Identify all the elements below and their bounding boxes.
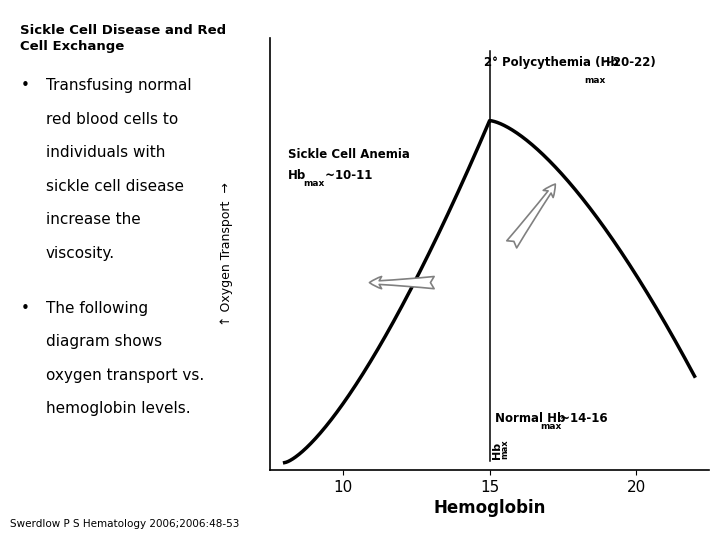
Text: viscosity.: viscosity. [46, 246, 115, 261]
Text: individuals with: individuals with [46, 145, 166, 160]
Text: diagram shows: diagram shows [46, 334, 162, 349]
Text: Sickle Cell Anemia: Sickle Cell Anemia [287, 147, 410, 160]
Text: max: max [303, 179, 324, 188]
Text: Hb: Hb [287, 169, 306, 182]
Text: increase the: increase the [46, 212, 140, 227]
Text: sickle cell disease: sickle cell disease [46, 179, 184, 194]
Text: Transfusing normal: Transfusing normal [46, 78, 192, 93]
Text: ↑ Oxygen Transport  →: ↑ Oxygen Transport → [220, 182, 233, 326]
Text: hemoglobin levels.: hemoglobin levels. [46, 401, 191, 416]
Text: 2° Polycythemia (Hb: 2° Polycythemia (Hb [484, 56, 618, 69]
Text: Hb: Hb [492, 442, 502, 459]
Text: ~10-11: ~10-11 [321, 169, 373, 182]
Text: Swerdlow P S Hematology 2006;2006:48-53: Swerdlow P S Hematology 2006;2006:48-53 [10, 519, 240, 529]
Text: max: max [500, 440, 509, 459]
Text: max: max [584, 76, 606, 85]
X-axis label: Hemoglobin: Hemoglobin [433, 498, 546, 517]
Text: ~20-22): ~20-22) [599, 56, 656, 69]
Text: max: max [540, 422, 561, 431]
Text: red blood cells to: red blood cells to [46, 112, 179, 127]
Text: The following: The following [46, 301, 148, 316]
Text: Sickle Cell Disease and Red
Cell Exchange: Sickle Cell Disease and Red Cell Exchang… [20, 24, 227, 53]
Text: Normal Hb: Normal Hb [495, 412, 566, 425]
Text: ~14-16: ~14-16 [557, 412, 608, 425]
Text: oxygen transport vs.: oxygen transport vs. [46, 368, 204, 383]
Text: •: • [20, 78, 30, 93]
Text: •: • [20, 301, 30, 316]
